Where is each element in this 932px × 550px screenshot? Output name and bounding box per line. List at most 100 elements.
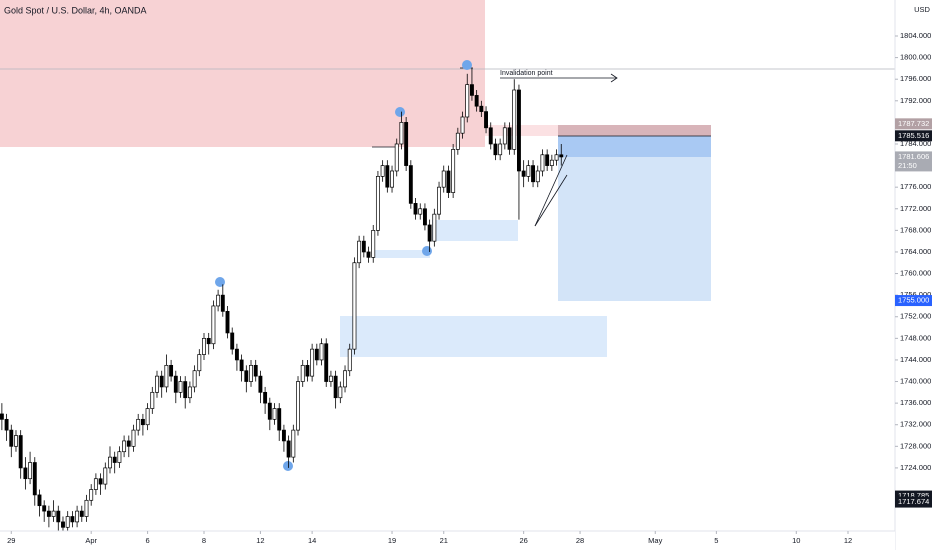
y-tick-label: 1796.000 bbox=[900, 74, 931, 83]
candle-body bbox=[418, 208, 423, 215]
candle-body bbox=[98, 478, 103, 485]
candle-body bbox=[432, 213, 437, 242]
candle-body bbox=[239, 359, 244, 372]
price-tag bbox=[895, 295, 932, 307]
price-tag-label: 1785.516 bbox=[898, 131, 929, 140]
candle-body bbox=[512, 89, 517, 150]
price-tag-label: 1787.732 bbox=[898, 119, 929, 128]
target-zone bbox=[558, 157, 711, 301]
candle-body bbox=[413, 203, 418, 215]
y-tick-label: 1736.000 bbox=[900, 398, 931, 407]
entry-zone bbox=[558, 136, 711, 157]
x-tick-label: 21 bbox=[440, 536, 448, 545]
candle-body bbox=[281, 429, 286, 442]
price-tag bbox=[895, 118, 932, 130]
candle-body bbox=[310, 348, 315, 377]
candle-body bbox=[4, 418, 9, 431]
candle-body bbox=[150, 391, 155, 409]
candle-body bbox=[206, 337, 211, 345]
candle-body bbox=[465, 84, 470, 118]
candle-body bbox=[155, 375, 159, 393]
candle-body bbox=[300, 364, 305, 382]
demand-zone bbox=[340, 316, 607, 357]
candle-body bbox=[404, 122, 409, 166]
candle-body bbox=[244, 370, 249, 382]
candle-body bbox=[460, 116, 465, 134]
x-tick-label: 12 bbox=[256, 536, 264, 545]
y-tick-label: 1744.000 bbox=[900, 355, 931, 364]
x-tick-label: 26 bbox=[519, 536, 527, 545]
annotation: Invalidation point bbox=[500, 70, 553, 77]
candle-body bbox=[267, 402, 272, 420]
candle-body bbox=[117, 451, 122, 463]
drawings bbox=[0, 0, 895, 471]
swing-marker bbox=[462, 60, 472, 70]
y-tick-label: 1800.000 bbox=[900, 53, 931, 62]
candle-body bbox=[187, 386, 192, 399]
candle-body bbox=[46, 510, 51, 517]
candle-body bbox=[380, 165, 385, 177]
candle-body bbox=[220, 294, 225, 312]
candle-body bbox=[314, 348, 319, 361]
candle-body bbox=[291, 429, 296, 458]
candle-body bbox=[108, 456, 112, 469]
candle-body bbox=[61, 521, 65, 528]
candle-body bbox=[394, 143, 399, 172]
candle-body bbox=[0, 413, 4, 420]
x-tick-label: 12 bbox=[844, 536, 852, 545]
candle-body bbox=[103, 467, 108, 485]
price-axis bbox=[895, 0, 932, 550]
candle-body bbox=[169, 364, 174, 377]
price-tag-label: 1781.606 bbox=[898, 152, 929, 161]
y-tick-label: 1752.000 bbox=[900, 312, 931, 321]
candle-body bbox=[230, 332, 235, 350]
candle-body bbox=[521, 170, 526, 177]
candle-body bbox=[258, 375, 263, 393]
supply-zone bbox=[485, 125, 558, 136]
chart-title: Gold Spot / U.S. Dollar, 4h, OANDA bbox=[4, 5, 147, 15]
candle-body bbox=[488, 127, 493, 145]
axes: 1724.000 1728.000 1732.000 1736.000 1740.000… bbox=[7, 31, 932, 545]
swing-marker bbox=[395, 107, 405, 117]
x-tick-label: 5 bbox=[714, 536, 718, 545]
candle-body bbox=[216, 294, 221, 307]
candle-body bbox=[286, 440, 291, 458]
candle-body bbox=[361, 240, 366, 253]
candle-body bbox=[498, 143, 503, 156]
y-tick-label: 1768.000 bbox=[900, 225, 931, 234]
candle-body bbox=[65, 516, 70, 528]
price-tag-label: 1717.674 bbox=[898, 497, 929, 506]
price-tag bbox=[895, 130, 932, 142]
candle-body bbox=[422, 208, 427, 226]
candle-body bbox=[375, 176, 380, 231]
currency-label: USD bbox=[914, 5, 930, 14]
y-tick-label: 1756.000 bbox=[900, 290, 931, 299]
candle-body bbox=[347, 348, 352, 372]
candle-body bbox=[305, 364, 310, 377]
candle-body bbox=[408, 165, 413, 204]
candle-body bbox=[112, 456, 117, 463]
candle-body bbox=[352, 262, 357, 350]
candle-body bbox=[441, 170, 446, 188]
candle-body bbox=[192, 370, 197, 388]
candle-body bbox=[437, 186, 441, 215]
candle-body bbox=[159, 375, 164, 388]
candle-body bbox=[32, 462, 37, 496]
candle-body bbox=[253, 364, 258, 377]
y-tick-label: 1784.000 bbox=[900, 139, 931, 148]
candle-body bbox=[249, 364, 253, 382]
candle-body bbox=[399, 122, 404, 145]
candle-body bbox=[559, 154, 564, 158]
candle-body bbox=[93, 478, 98, 490]
candle-body bbox=[51, 510, 56, 517]
candle-body bbox=[84, 499, 89, 517]
price-tag-label: 1755.000 bbox=[898, 296, 929, 305]
y-tick-label: 1748.000 bbox=[900, 333, 931, 342]
candle-body bbox=[493, 143, 498, 156]
candle-body bbox=[451, 149, 456, 193]
y-tick-label: 1760.000 bbox=[900, 269, 931, 278]
swing-marker bbox=[215, 277, 225, 287]
candle-body bbox=[343, 370, 347, 388]
candle-body bbox=[338, 386, 343, 399]
